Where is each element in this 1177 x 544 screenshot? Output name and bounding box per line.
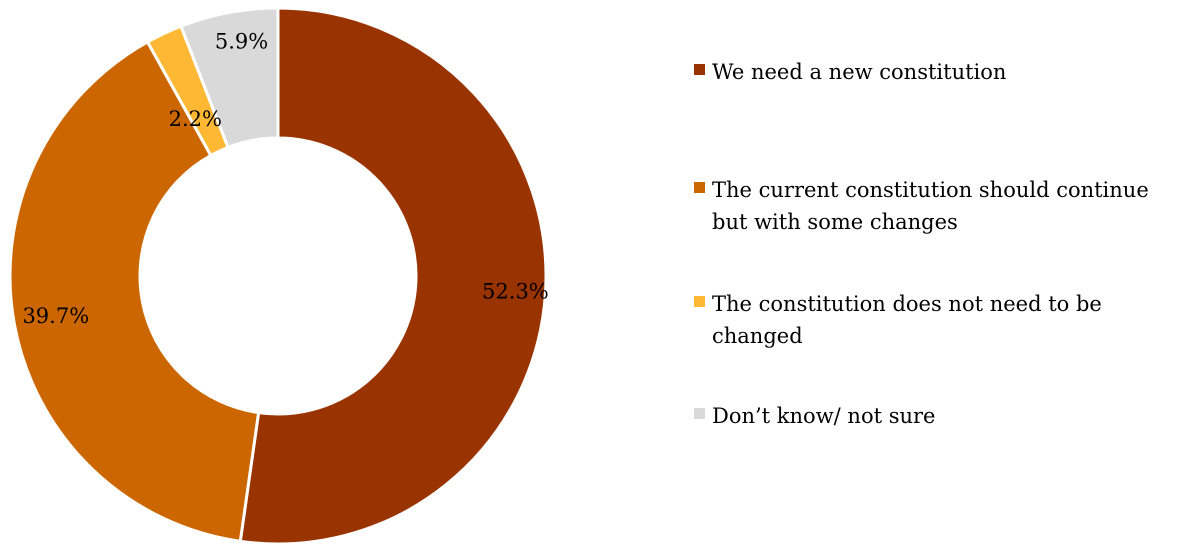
legend-label-3: Don’t know/ not sure bbox=[712, 404, 936, 428]
slice-value-label-0: 52.3% bbox=[482, 279, 549, 303]
legend-label-0: We need a new constitution bbox=[712, 60, 1007, 84]
donut-slice-0 bbox=[238, 6, 548, 544]
legend-label-1: The current constitution should continue… bbox=[712, 178, 1149, 234]
donut-chart: 52.3% 39.7% 2.2% 5.9% bbox=[0, 0, 560, 544]
legend-swatch-2 bbox=[694, 296, 705, 307]
donut-chart-svg: 52.3% 39.7% 2.2% 5.9% bbox=[8, 6, 549, 544]
legend-swatch-3 bbox=[694, 408, 705, 419]
legend-item-3: Don’t know/ not sure bbox=[694, 400, 1174, 432]
donut-slice-3 bbox=[179, 6, 280, 150]
slices-layer bbox=[8, 6, 548, 544]
legend-swatch-1 bbox=[694, 182, 705, 193]
slice-value-label-3: 5.9% bbox=[215, 29, 268, 53]
slice-value-label-2: 2.2% bbox=[169, 107, 222, 131]
legend-item-2: The constitution does not need to be cha… bbox=[694, 288, 1174, 352]
donut-slice-1 bbox=[8, 39, 261, 544]
legend-label-2: The constitution does not need to be cha… bbox=[712, 292, 1102, 348]
slice-value-label-1: 39.7% bbox=[22, 304, 89, 328]
legend-swatch-0 bbox=[694, 64, 705, 75]
legend-item-0: We need a new constitution bbox=[694, 56, 1174, 88]
slice-labels-layer: 52.3% 39.7% 2.2% 5.9% bbox=[22, 29, 548, 327]
legend-item-1: The current constitution should continue… bbox=[694, 174, 1174, 238]
